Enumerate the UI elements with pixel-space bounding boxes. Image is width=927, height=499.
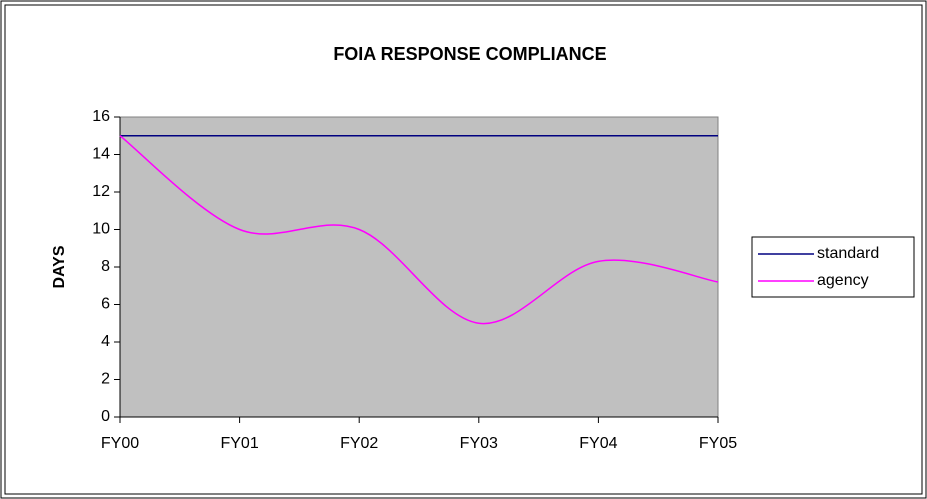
x-tick-label: FY05	[699, 435, 737, 452]
x-tick-label: FY03	[460, 435, 498, 452]
inner-border	[4, 4, 923, 495]
x-tick-label: FY01	[220, 435, 258, 452]
y-tick-label: 0	[101, 408, 110, 425]
legend	[751, 236, 915, 298]
x-tick-label: FY04	[579, 435, 617, 452]
plot-area	[119, 116, 719, 418]
legend-label: agency	[817, 272, 869, 289]
y-tick-label: 14	[92, 146, 110, 163]
x-tick-label: FY00	[101, 435, 139, 452]
y-tick-label: 10	[92, 221, 110, 238]
y-tick-label: 16	[92, 108, 110, 125]
y-tick-label: 8	[101, 258, 110, 275]
y-tick-label: 4	[101, 333, 110, 350]
series-line	[119, 135, 719, 325]
legend-label: standard	[817, 245, 879, 262]
y-axis-label: DAYS	[51, 245, 68, 288]
y-tick-label: 6	[101, 296, 110, 313]
x-tick-label: FY02	[340, 435, 378, 452]
y-tick-label: 12	[92, 183, 110, 200]
y-tick-label: 2	[101, 371, 110, 388]
chart-title: FOIA RESPONSE COMPLIANCE	[333, 44, 606, 64]
